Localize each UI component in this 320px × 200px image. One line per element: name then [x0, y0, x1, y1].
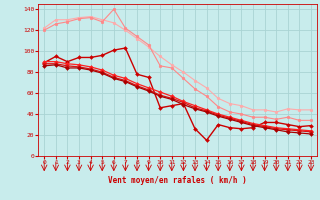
- X-axis label: Vent moyen/en rafales ( km/h ): Vent moyen/en rafales ( km/h ): [108, 176, 247, 185]
